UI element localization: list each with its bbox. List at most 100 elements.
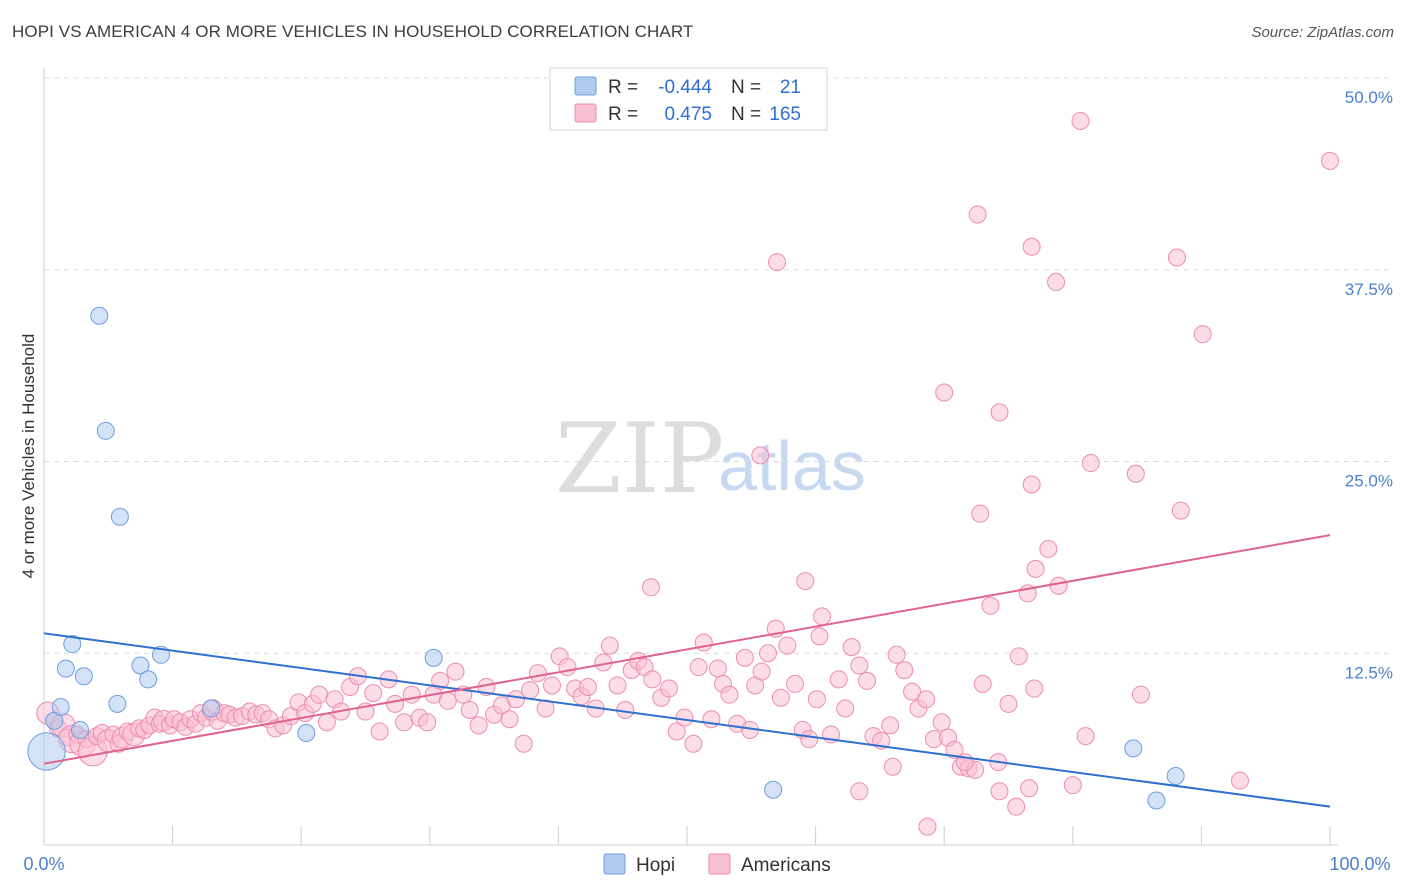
- legend-r-value-hopi: -0.444: [658, 77, 712, 98]
- trend-lines: [43, 534, 1331, 808]
- americans-point: [558, 658, 577, 677]
- hopi-point: [27, 732, 66, 771]
- americans-point: [708, 659, 727, 678]
- americans-point: [1007, 797, 1026, 816]
- y-axis-label: 4 or more Vehicles in Household: [19, 334, 38, 579]
- americans-point: [1063, 776, 1082, 795]
- americans-point: [667, 722, 686, 741]
- americans-point: [973, 674, 992, 693]
- hopi-point: [1124, 739, 1143, 758]
- americans-point: [578, 677, 597, 696]
- americans-point: [1026, 559, 1045, 578]
- y-tick-label: 50.0%: [1345, 88, 1393, 107]
- hopi-points: [27, 306, 1185, 810]
- americans-point: [542, 676, 561, 695]
- americans-point: [1126, 464, 1145, 483]
- americans-point: [1022, 475, 1041, 494]
- americans-point: [641, 578, 660, 597]
- hopi-point: [74, 667, 93, 686]
- americans-point: [608, 676, 627, 695]
- americans-point: [720, 685, 739, 704]
- americans-point: [800, 730, 819, 749]
- americans-point: [1022, 237, 1041, 256]
- americans-point: [310, 685, 329, 704]
- americans-point: [1230, 771, 1249, 790]
- hopi-point: [424, 648, 443, 667]
- legend-r-value-americans: 0.475: [664, 104, 712, 125]
- americans-point: [1131, 685, 1150, 704]
- americans-point: [810, 627, 829, 646]
- legend-n-label-americans: N =: [731, 104, 761, 125]
- y-tick-label: 12.5%: [1345, 663, 1393, 682]
- americans-point: [528, 664, 547, 683]
- americans-point: [945, 740, 964, 759]
- x-tick-label-min: 0.0%: [23, 854, 64, 874]
- americans-point: [759, 644, 778, 663]
- americans-point: [858, 671, 877, 690]
- hopi-point: [90, 306, 109, 325]
- americans-point: [813, 607, 832, 626]
- americans-point: [1049, 576, 1068, 595]
- hopi-point: [110, 507, 129, 526]
- americans-point: [402, 685, 421, 704]
- x-tick-label-max: 100.0%: [1329, 854, 1390, 874]
- americans-point: [971, 504, 990, 523]
- americans-point: [842, 638, 861, 657]
- hopi-point: [139, 670, 158, 689]
- americans-point: [917, 690, 936, 709]
- americans-point: [418, 713, 437, 732]
- americans-point: [1047, 273, 1066, 292]
- source-label: Source: ZipAtlas.com: [1251, 24, 1394, 41]
- y-tick-labels: 12.5% 25.0% 37.5% 50.0%: [1345, 88, 1393, 682]
- americans-point: [689, 658, 708, 677]
- watermark-zip: ZIP: [555, 403, 724, 515]
- hopi-point: [51, 697, 70, 716]
- americans-point: [521, 681, 540, 700]
- americans-point: [850, 782, 869, 801]
- americans-point: [684, 734, 703, 753]
- watermark-atlas: atlas: [718, 427, 866, 505]
- americans-point: [659, 679, 678, 698]
- americans-point: [460, 701, 479, 720]
- americans-point: [807, 690, 826, 709]
- americans-point: [968, 205, 987, 224]
- hopi-point: [63, 635, 82, 654]
- americans-point: [883, 757, 902, 776]
- y-tick-label: 25.0%: [1345, 472, 1393, 491]
- americans-point: [1025, 679, 1044, 698]
- americans-point: [431, 671, 450, 690]
- series-legend-swatch-americans: [708, 853, 731, 875]
- hopi-point: [108, 694, 127, 713]
- americans-point: [752, 662, 771, 681]
- americans-point: [796, 572, 815, 591]
- series-legend-swatch-hopi: [603, 853, 626, 875]
- americans-point: [514, 734, 533, 753]
- legend-n-label-hopi: N =: [731, 77, 761, 98]
- gridlines: [44, 77, 1392, 654]
- americans-point: [395, 713, 414, 732]
- americans-point: [506, 690, 525, 709]
- americans-point: [317, 713, 336, 732]
- legend-n-value-americans: 165: [769, 104, 801, 125]
- hopi-point: [1166, 766, 1185, 785]
- series-legend: Hopi Americans: [603, 853, 831, 876]
- americans-point: [370, 722, 389, 741]
- americans-point: [1020, 779, 1039, 798]
- americans-point: [1167, 248, 1186, 267]
- americans-point: [364, 684, 383, 703]
- americans-point: [1076, 727, 1095, 746]
- americans-point: [836, 699, 855, 718]
- hopi-point: [202, 699, 221, 718]
- americans-point: [932, 713, 951, 732]
- americans-point: [1171, 501, 1190, 520]
- americans-point: [1193, 325, 1212, 344]
- americans-point: [643, 670, 662, 689]
- americans-point: [768, 253, 787, 272]
- americans-point: [829, 670, 848, 689]
- hopi-point: [764, 780, 783, 799]
- americans-points: [36, 111, 1339, 836]
- americans-point: [918, 817, 937, 836]
- hopi-point: [131, 656, 150, 675]
- hopi-point: [71, 720, 90, 739]
